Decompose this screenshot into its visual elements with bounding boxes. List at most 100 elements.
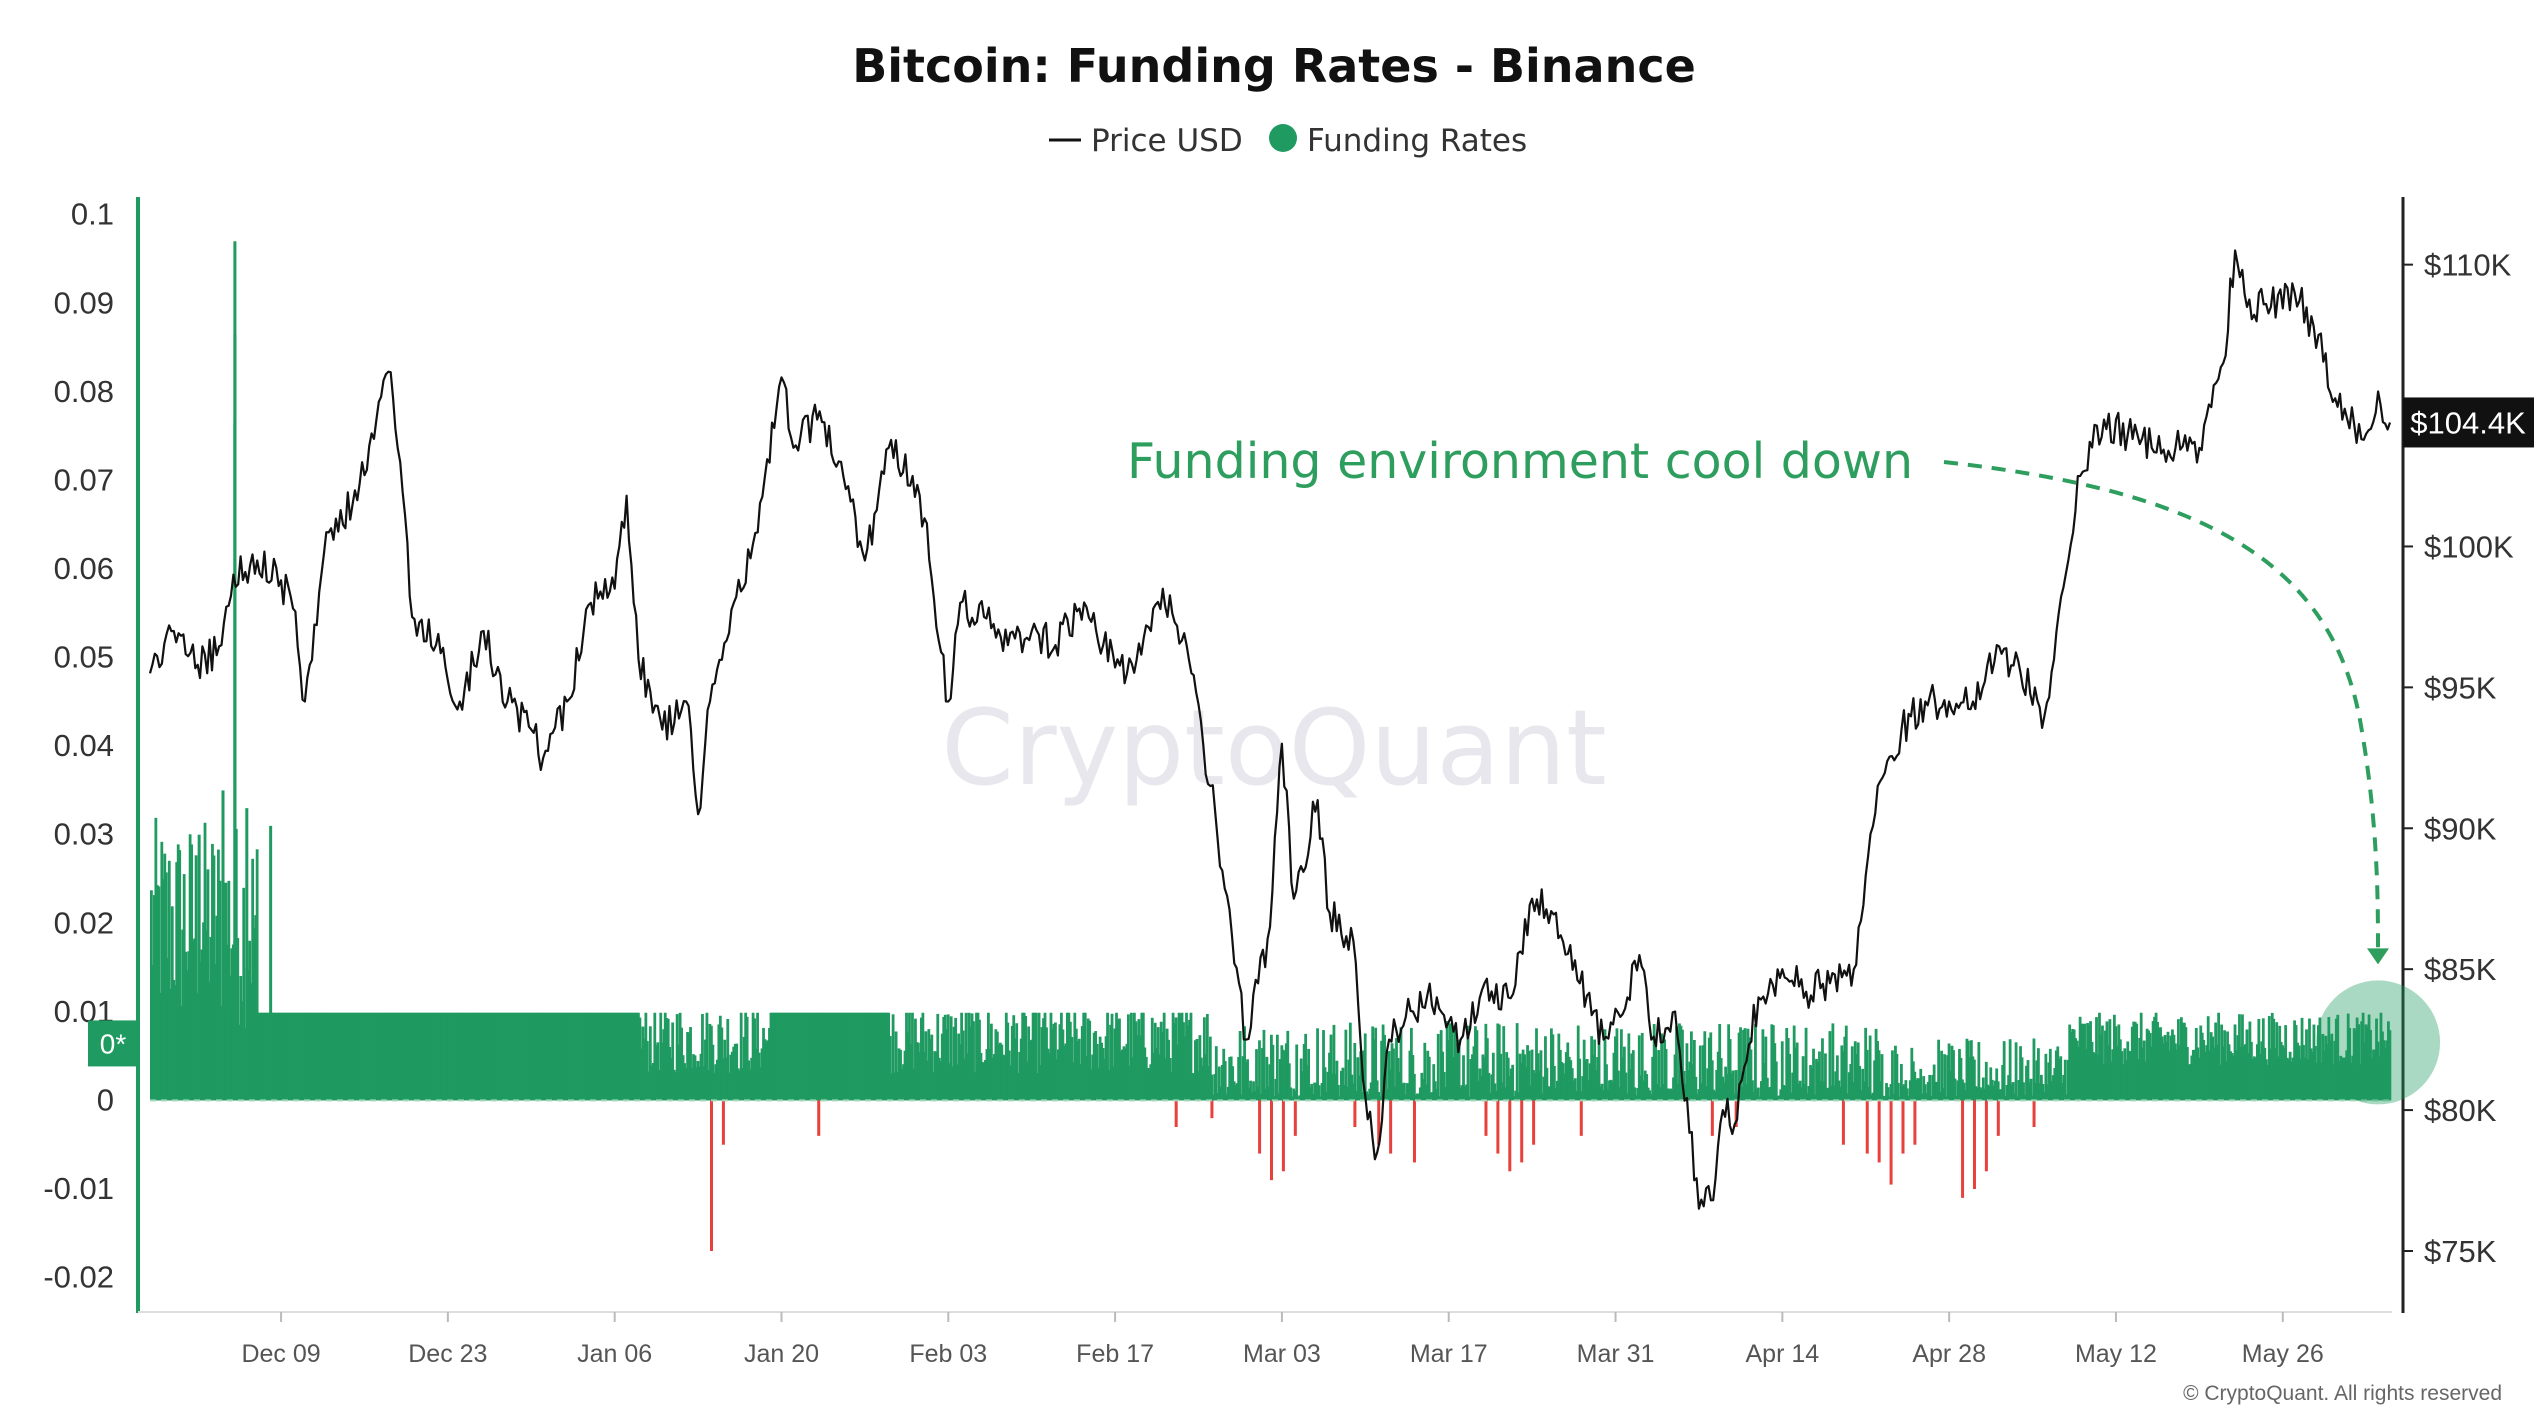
funding-bar xyxy=(346,1012,350,1101)
funding-bar xyxy=(701,1014,704,1101)
funding-bar xyxy=(407,1012,411,1101)
funding-bar xyxy=(1092,1032,1096,1101)
funding-bar xyxy=(1597,1040,1601,1101)
funding-bar xyxy=(175,862,179,1101)
funding-negative-bar xyxy=(1258,1100,1262,1154)
funding-bar xyxy=(151,964,155,1101)
funding-bar xyxy=(252,927,256,1101)
funding-bar xyxy=(1791,1072,1795,1101)
legend-item-funding[interactable]: Funding Rates xyxy=(1269,123,1527,159)
funding-bar xyxy=(519,1012,523,1101)
funding-bar xyxy=(1018,1052,1022,1101)
funding-bar xyxy=(1207,1066,1211,1101)
funding-bar xyxy=(1937,1039,1941,1101)
funding-bar xyxy=(1119,1051,1123,1101)
funding-bar xyxy=(1228,1056,1232,1101)
funding-bar xyxy=(2057,1058,2061,1101)
funding-bar xyxy=(1048,1053,1051,1101)
funding-bar xyxy=(650,1065,654,1101)
funding-bar xyxy=(312,1012,316,1101)
funding-bar xyxy=(1807,1085,1811,1101)
funding-negative-bar xyxy=(1353,1100,1357,1127)
funding-bar xyxy=(523,1012,527,1101)
funding-bar xyxy=(553,1012,557,1101)
funding-bar xyxy=(1229,1056,1233,1101)
funding-bar xyxy=(1060,1012,1063,1101)
funding-bar xyxy=(617,1012,621,1101)
funding-bar xyxy=(653,1012,657,1101)
funding-bar xyxy=(2270,1012,2274,1101)
funding-bar xyxy=(2174,1043,2177,1101)
funding-bar xyxy=(860,1012,864,1101)
funding-bar xyxy=(1019,1038,1023,1101)
funding-bar xyxy=(915,1042,919,1101)
funding-bar xyxy=(717,1024,721,1101)
funding-bar xyxy=(1256,1086,1260,1101)
funding-bar xyxy=(1804,1027,1808,1101)
funding-bar xyxy=(1894,1045,1897,1101)
funding-bar xyxy=(1599,1086,1602,1101)
funding-bar xyxy=(1345,1087,1349,1101)
funding-bar xyxy=(1728,1039,1732,1101)
left-tick-label: 0 xyxy=(97,1082,114,1117)
funding-bar xyxy=(1846,1093,1850,1101)
funding-bar xyxy=(2203,1051,2207,1101)
funding-bar xyxy=(1089,1069,1093,1101)
funding-bar xyxy=(1100,1042,1104,1101)
current-price-badge: $104.4K xyxy=(2403,397,2534,448)
funding-bar xyxy=(891,1014,895,1101)
funding-bar xyxy=(2324,1035,2328,1101)
funding-bar xyxy=(984,1059,987,1101)
funding-bar xyxy=(2104,1030,2107,1101)
funding-bar xyxy=(2348,1027,2352,1101)
funding-bar xyxy=(2112,1014,2116,1101)
right-tick-label: $85K xyxy=(2424,952,2497,987)
left-tick-label: 0.07 xyxy=(54,462,114,497)
funding-bar xyxy=(386,1012,390,1101)
funding-bar xyxy=(1097,1067,1101,1101)
funding-bar xyxy=(1444,1087,1448,1101)
funding-bar xyxy=(275,1012,278,1101)
funding-bar xyxy=(832,1012,835,1101)
funding-bar xyxy=(1882,1096,1885,1101)
funding-bar xyxy=(1825,1087,1829,1101)
funding-bar xyxy=(1410,1027,1413,1101)
funding-bar xyxy=(778,1012,782,1101)
funding-bar xyxy=(750,1057,754,1101)
funding-bar xyxy=(982,1062,986,1101)
funding-bar xyxy=(1757,1087,1760,1101)
funding-bar xyxy=(1007,1050,1011,1101)
funding-bar xyxy=(1342,1085,1346,1101)
left-tick-label: 0.02 xyxy=(54,905,114,940)
funding-bar xyxy=(2369,1029,2372,1101)
funding-bar xyxy=(2303,1057,2307,1101)
funding-bar xyxy=(827,1012,831,1101)
funding-bar xyxy=(474,1012,478,1101)
funding-bar xyxy=(1308,1087,1312,1101)
funding-bar xyxy=(1363,1033,1367,1101)
legend-item-price[interactable]: Price USD xyxy=(1049,123,1243,159)
funding-bar xyxy=(190,844,194,1101)
funding-bar xyxy=(1164,1058,1168,1101)
funding-bar xyxy=(1621,1057,1625,1101)
funding-bar xyxy=(1931,1074,1935,1101)
funding-bar xyxy=(1998,1089,2002,1101)
funding-bar xyxy=(2266,1064,2270,1101)
funding-bar xyxy=(1121,1049,1124,1101)
funding-bar xyxy=(2004,1096,2008,1101)
funding-bar xyxy=(905,1012,908,1101)
funding-bar xyxy=(937,1057,941,1101)
funding-bar xyxy=(990,1023,993,1101)
funding-bar xyxy=(500,1012,503,1101)
funding-bar xyxy=(614,1012,618,1101)
funding-bar xyxy=(1625,1093,1629,1101)
funding-bar xyxy=(1859,1090,1863,1101)
funding-bar xyxy=(622,1012,625,1101)
funding-bar xyxy=(975,1012,978,1101)
funding-bar xyxy=(762,1027,765,1101)
funding-bar xyxy=(1953,1078,1957,1101)
funding-bar xyxy=(1521,1049,1525,1101)
funding-bar xyxy=(2202,1039,2206,1101)
funding-bar xyxy=(1968,1057,1972,1101)
funding-bar xyxy=(875,1012,879,1101)
